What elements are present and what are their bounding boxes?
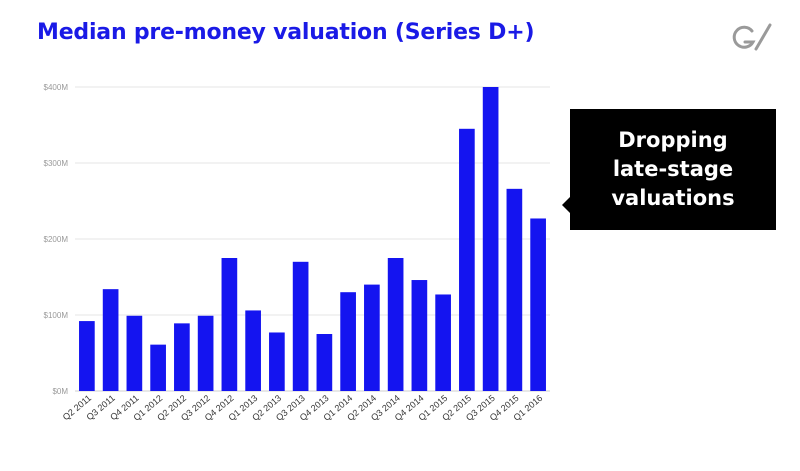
grid-lines [75,86,550,392]
bars [79,87,546,392]
bar-q2-2015 [459,128,475,392]
bar-q1-2013 [245,310,261,391]
bar-q1-2015 [435,294,451,391]
y-tick-label: $200M [44,235,69,244]
bar-q3-2013 [292,261,309,391]
y-tick-label: $300M [44,159,69,168]
callout-box: Dropping late-stage valuations [570,109,776,230]
bar-q2-2014 [364,284,380,391]
bar-q1-2014 [340,292,356,391]
y-tick-label: $0M [52,387,68,396]
bar-q4-2012 [221,258,238,391]
bar-q4-2015 [506,188,523,391]
callout-line-3: valuations [611,186,735,210]
y-axis-tick-labels: $0M $100M $200M $300M $400M [44,83,69,396]
bar-q3-2011 [102,289,119,391]
callout-line-1: Dropping [618,128,728,152]
bar-q2-2012 [174,323,190,391]
slide-title: Median pre-money valuation (Series D+) [37,20,535,45]
bar-q1-2016 [530,218,546,391]
bar-q2-2011 [79,321,95,391]
y-tick-label: $400M [44,83,69,92]
y-tick-label: $100M [44,311,69,320]
bar-q3-2014 [387,258,404,391]
bar-q3-2012 [197,315,214,391]
bar-q4-2011 [126,315,143,391]
bar-q1-2012 [150,344,166,391]
bar-q4-2014 [411,280,428,391]
bar-q4-2013 [316,334,333,391]
gv-logo-icon [732,23,772,51]
callout-pointer [562,197,570,213]
bar-q3-2015 [482,87,499,391]
callout-line-2: late-stage [612,157,734,181]
bar-q2-2013 [269,332,285,391]
